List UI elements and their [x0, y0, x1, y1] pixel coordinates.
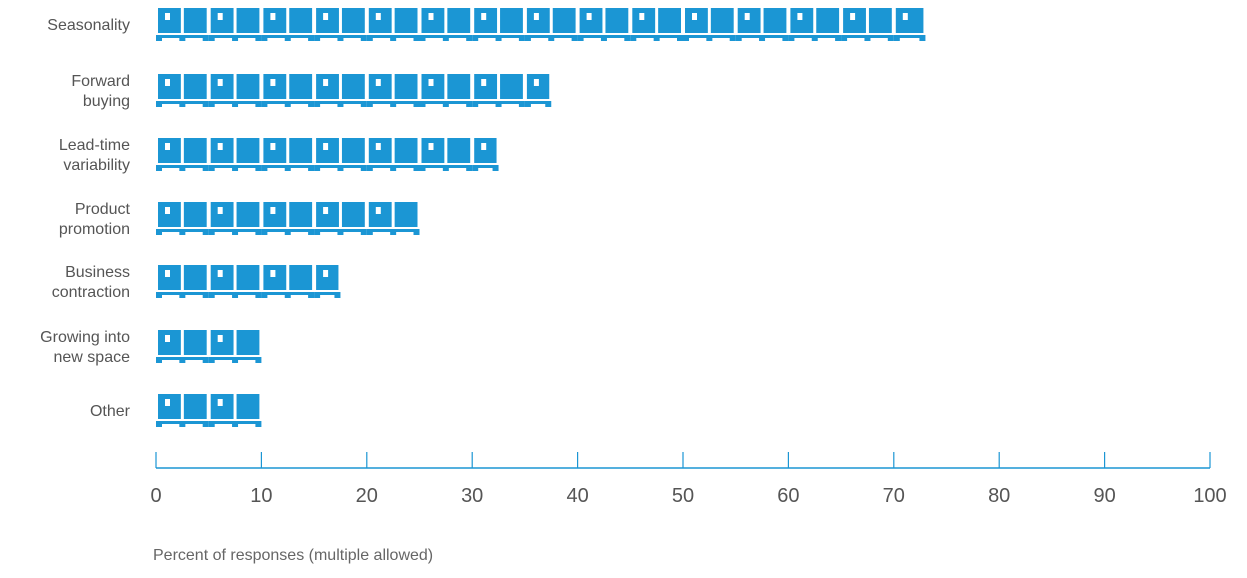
category-label: Seasonality [47, 17, 130, 34]
x-tick-label: 80 [988, 485, 1010, 507]
bar [156, 74, 552, 107]
pallet-icon [156, 202, 209, 235]
x-tick-label: 60 [777, 485, 799, 507]
category-label-line: buying [83, 93, 130, 110]
pallet-icon [577, 8, 631, 41]
pallet-icon [208, 202, 262, 235]
pallet-icon [156, 8, 209, 41]
category-label-line: contraction [52, 284, 130, 301]
pallet-icon [419, 138, 473, 171]
x-tick-label: 20 [356, 485, 378, 507]
category-label: Lead-time variability [59, 137, 130, 174]
category-label-line: Business [65, 264, 130, 281]
pallet-icon [524, 8, 578, 41]
x-axis-title: Percent of responses (multiple allowed) [153, 547, 433, 564]
pallet-icon [314, 202, 367, 235]
pallet-icon [261, 8, 315, 41]
pallet-icon [893, 8, 926, 41]
bar [156, 138, 499, 171]
x-tick-label: 50 [672, 485, 694, 507]
pallet-icon [156, 265, 209, 298]
x-tick-label: 40 [566, 485, 588, 507]
pallet-icon [314, 138, 367, 171]
pallet-icon [366, 8, 420, 41]
pallet-icon [735, 8, 789, 41]
pallet-icon [156, 138, 209, 171]
bar [156, 8, 926, 41]
pallet-icon [261, 138, 315, 171]
pallet-icon [683, 8, 736, 41]
category-label-line: Other [90, 403, 131, 420]
pallet-icon [472, 8, 525, 41]
pallet-icon [208, 265, 262, 298]
x-axis-ticks: 0 10 20 30 40 50 60 70 80 90 100 [150, 452, 1227, 507]
pallet-icon [788, 8, 842, 41]
category-labels: Seasonality Forward buying Lead-time variabi… [40, 17, 131, 420]
x-tick-label: 0 [150, 485, 161, 507]
category-label: Business contraction [52, 264, 130, 301]
x-tick-label: 90 [1093, 485, 1115, 507]
pallet-icon [472, 74, 525, 107]
pallet-icon [261, 265, 315, 298]
category-label: Forward buying [71, 73, 130, 110]
category-label-line: new space [54, 349, 131, 366]
pallet-icon [419, 8, 473, 41]
bars-layer [156, 8, 926, 427]
category-label-line: Growing into [40, 329, 130, 346]
category-label-line: Seasonality [47, 17, 130, 34]
pallet-icon [366, 74, 420, 107]
pallet-icon [208, 74, 262, 107]
category-label-line: promotion [59, 221, 130, 238]
pallet-icon [314, 8, 367, 41]
pallet-icon [208, 138, 262, 171]
pallet-icon [208, 394, 262, 427]
x-tick-label: 10 [250, 485, 272, 507]
pallet-icon [366, 202, 420, 235]
category-label-line: Product [75, 201, 131, 218]
category-label-line: Forward [71, 73, 130, 90]
bar [156, 265, 341, 298]
pallet-icon [524, 74, 552, 107]
x-tick-label: 30 [461, 485, 483, 507]
pallet-icon [156, 394, 209, 427]
pallet-icon [208, 330, 262, 363]
bar [156, 202, 420, 235]
pallet-icon [314, 74, 367, 107]
category-label-line: variability [63, 157, 130, 174]
pallet-icon [841, 8, 894, 41]
category-label: Product promotion [59, 201, 131, 238]
x-tick-label: 70 [883, 485, 905, 507]
pallet-icon [156, 74, 209, 107]
x-tick-label: 100 [1193, 485, 1226, 507]
bar [156, 330, 262, 363]
bar [156, 394, 262, 427]
pallet-icon [261, 74, 315, 107]
pallet-icon [314, 265, 341, 298]
pallet-icon [630, 8, 683, 41]
pallet-icon [208, 8, 262, 41]
category-label: Growing into new space [40, 329, 130, 366]
pallet-icon [156, 330, 209, 363]
category-label-line: Lead-time [59, 137, 130, 154]
pallet-icon [366, 138, 420, 171]
pallet-icon [261, 202, 315, 235]
category-label: Other [90, 403, 131, 420]
pallet-icon [419, 74, 473, 107]
pallet-icon [472, 138, 499, 171]
